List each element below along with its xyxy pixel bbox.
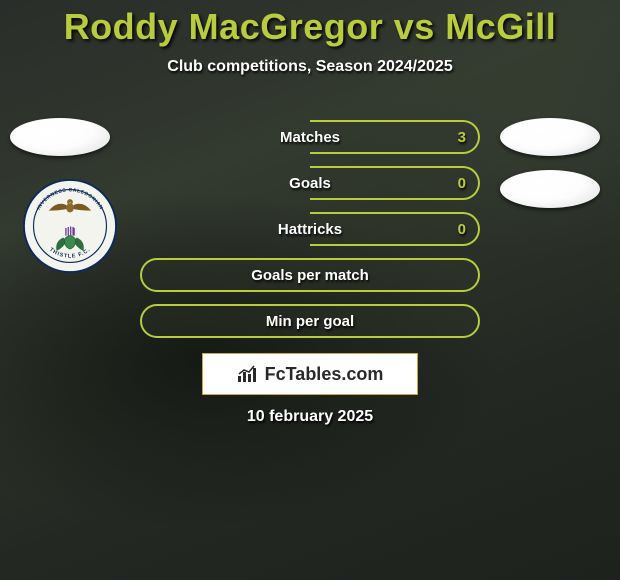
stat-value-right: 3 xyxy=(458,129,466,146)
content-root: Roddy MacGregor vs McGill Club competiti… xyxy=(0,0,620,76)
player-badge-left xyxy=(10,118,110,156)
stat-row-goals: Goals 0 xyxy=(310,166,480,200)
stat-row-matches: Matches 3 xyxy=(310,120,480,154)
brand-text: FcTables.com xyxy=(265,364,384,385)
stat-value-right: 0 xyxy=(458,221,466,238)
date-text: 10 february 2025 xyxy=(0,408,620,426)
brand-box: FcTables.com xyxy=(202,353,418,395)
subtitle: Club competitions, Season 2024/2025 xyxy=(0,58,620,76)
stats-rows: Matches 3 Goals 0 Hattricks 0 Goals per … xyxy=(140,120,480,350)
stat-label: Goals xyxy=(289,175,331,192)
club-crest: INVERNESS CALEDONIAN THISTLE F.C. xyxy=(22,178,118,274)
stat-label: Hattricks xyxy=(278,221,342,238)
stat-row-min-per-goal: Min per goal xyxy=(140,304,480,338)
stat-row-hattricks: Hattricks 0 xyxy=(310,212,480,246)
player-badge-right-1 xyxy=(500,118,600,156)
player-badge-right-2 xyxy=(500,170,600,208)
stat-label: Min per goal xyxy=(266,313,354,330)
stat-value-right: 0 xyxy=(458,175,466,192)
stat-label: Matches xyxy=(280,129,340,146)
stat-row-goals-per-match: Goals per match xyxy=(140,258,480,292)
stat-label: Goals per match xyxy=(251,267,369,284)
bars-icon xyxy=(237,365,259,383)
page-title: Roddy MacGregor vs McGill xyxy=(0,0,620,48)
